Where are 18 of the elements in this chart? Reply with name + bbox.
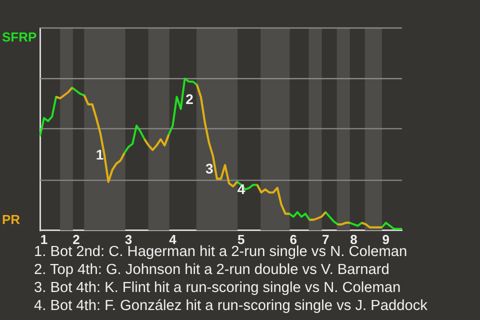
annotation: 2	[186, 90, 194, 107]
x-tick-label: 5	[237, 232, 245, 247]
text: 3. Bot 4th: K. Flint hit a run-scoring single vs N. Coleman	[34, 279, 402, 297]
x-tick-label: 9	[382, 232, 390, 247]
x-tick-label: 1	[40, 232, 48, 247]
x-tick-label: 8	[350, 232, 358, 247]
text: 2. Top 4th: G. Johnson hit a 2-run double vs V. Barnard	[34, 261, 390, 279]
annotation: 1	[96, 146, 104, 162]
text: SFRP	[2, 30, 37, 45]
text: 4. Bot 4th: F. González hit a run-scoring single vs J. Paddock	[34, 297, 428, 315]
text: 1. Bot 2nd: C. Hagerman hit a 2-run single vs N. Coleman	[34, 244, 408, 261]
annotation: 3	[206, 160, 214, 177]
x-tick-label: 6	[290, 232, 298, 247]
x-tick-label: 2	[72, 232, 80, 247]
text: PR	[2, 212, 21, 227]
x-tick-label: 3	[124, 232, 132, 247]
x-tick-label: 7	[322, 232, 330, 247]
x-tick-label: 4	[169, 232, 178, 247]
